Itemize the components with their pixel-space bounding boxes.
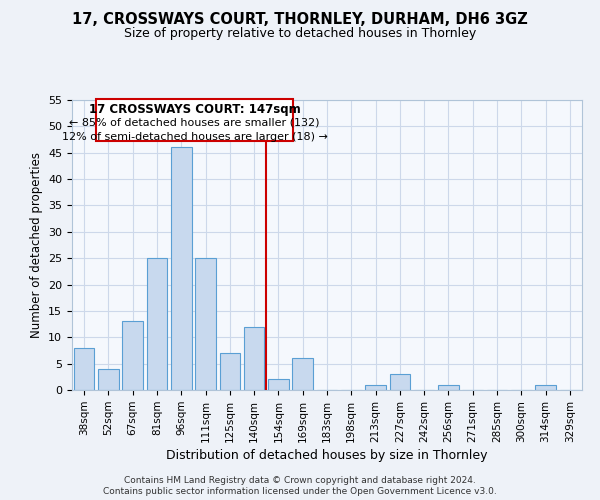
- Bar: [438, 384, 459, 390]
- Bar: [146, 258, 167, 390]
- Bar: [292, 358, 313, 390]
- Bar: [535, 384, 556, 390]
- Y-axis label: Number of detached properties: Number of detached properties: [29, 152, 43, 338]
- Bar: [98, 369, 119, 390]
- Text: 17 CROSSWAYS COURT: 147sqm: 17 CROSSWAYS COURT: 147sqm: [89, 103, 301, 116]
- Text: Contains HM Land Registry data © Crown copyright and database right 2024.: Contains HM Land Registry data © Crown c…: [124, 476, 476, 485]
- Bar: [268, 380, 289, 390]
- Text: 12% of semi-detached houses are larger (18) →: 12% of semi-detached houses are larger (…: [62, 132, 328, 141]
- Bar: [171, 148, 191, 390]
- Bar: [74, 348, 94, 390]
- FancyBboxPatch shape: [96, 99, 293, 141]
- Bar: [220, 353, 240, 390]
- Text: Size of property relative to detached houses in Thornley: Size of property relative to detached ho…: [124, 28, 476, 40]
- Bar: [389, 374, 410, 390]
- Bar: [365, 384, 386, 390]
- Bar: [244, 326, 265, 390]
- Bar: [122, 322, 143, 390]
- Text: 17, CROSSWAYS COURT, THORNLEY, DURHAM, DH6 3GZ: 17, CROSSWAYS COURT, THORNLEY, DURHAM, D…: [72, 12, 528, 28]
- Bar: [195, 258, 216, 390]
- Text: ← 85% of detached houses are smaller (132): ← 85% of detached houses are smaller (13…: [70, 118, 320, 128]
- Text: Contains public sector information licensed under the Open Government Licence v3: Contains public sector information licen…: [103, 488, 497, 496]
- X-axis label: Distribution of detached houses by size in Thornley: Distribution of detached houses by size …: [166, 449, 488, 462]
